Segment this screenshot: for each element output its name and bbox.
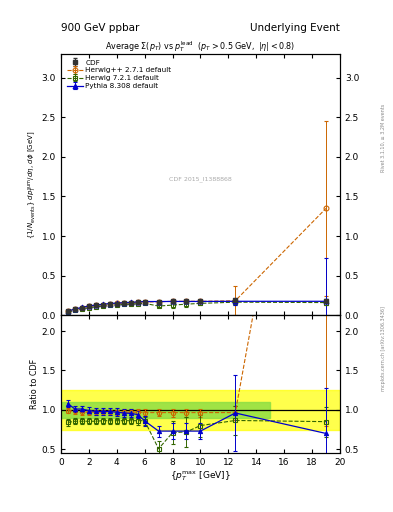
Y-axis label: $\{1/N_\mathrm{events}\}\ dp_T^\mathrm{sum}/d\eta,\,d\phi\ [\mathrm{GeV}]$: $\{1/N_\mathrm{events}\}\ dp_T^\mathrm{s… xyxy=(27,131,39,239)
X-axis label: $\{p_T^\mathrm{max}\ [\mathrm{GeV}]\}$: $\{p_T^\mathrm{max}\ [\mathrm{GeV}]\}$ xyxy=(170,470,231,483)
Text: Underlying Event: Underlying Event xyxy=(250,23,340,33)
Text: CDF 2015_I1388868: CDF 2015_I1388868 xyxy=(169,177,232,182)
Text: Rivet 3.1.10, ≥ 3.2M events: Rivet 3.1.10, ≥ 3.2M events xyxy=(381,104,386,173)
Text: 900 GeV ppbar: 900 GeV ppbar xyxy=(61,23,139,33)
Legend: CDF, Herwig++ 2.7.1 default, Herwig 7.2.1 default, Pythia 8.308 default: CDF, Herwig++ 2.7.1 default, Herwig 7.2.… xyxy=(64,57,174,91)
Bar xyxy=(61,390,340,430)
Text: mcplots.cern.ch [arXiv:1306.3436]: mcplots.cern.ch [arXiv:1306.3436] xyxy=(381,306,386,391)
Y-axis label: Ratio to CDF: Ratio to CDF xyxy=(30,359,39,409)
Title: Average $\Sigma(p_T)$ vs $p_T^\mathrm{lead}$  ($p_T > 0.5\ \mathrm{GeV},\ |\eta|: Average $\Sigma(p_T)$ vs $p_T^\mathrm{le… xyxy=(105,39,296,54)
Bar xyxy=(61,402,270,418)
